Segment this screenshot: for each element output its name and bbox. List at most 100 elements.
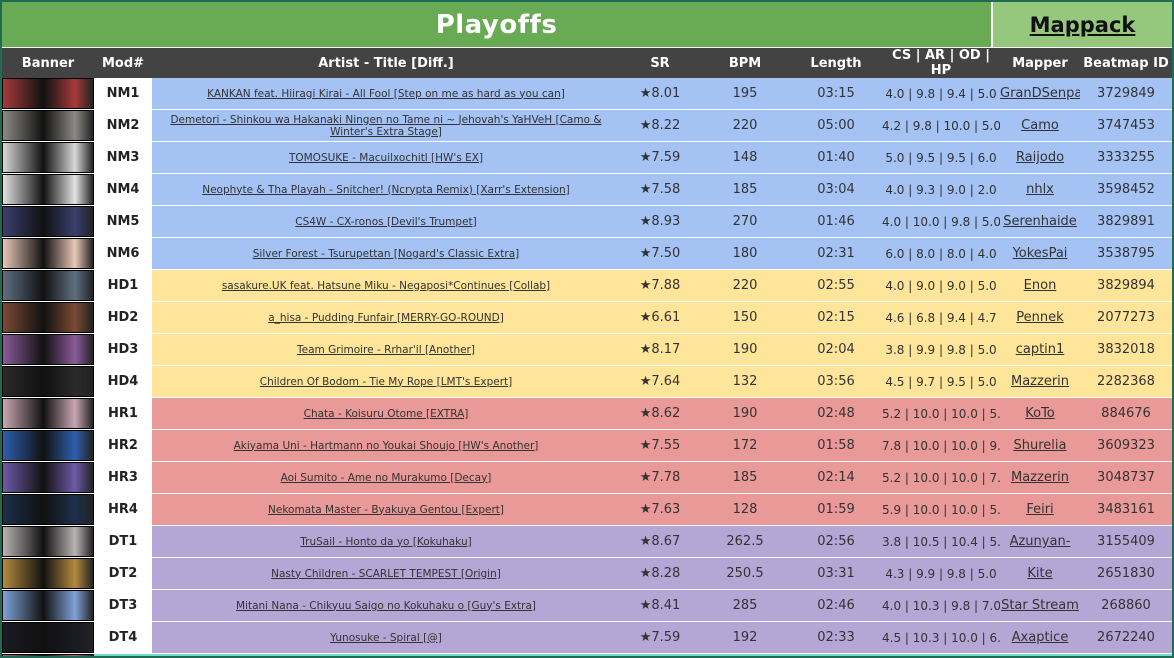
beatmap-id-cell: 3747453 — [1080, 109, 1172, 142]
bpm-cell: 285 — [700, 589, 790, 622]
mod-cell: HD2 — [94, 301, 152, 334]
table-header-row: Banner Mod# Artist - Title [Diff.] SR BP… — [2, 48, 1172, 78]
beatmap-id-cell: 3829891 — [1080, 205, 1172, 238]
mapper-cell: Enon — [1000, 269, 1080, 302]
mapper-link[interactable]: Star Stream — [1001, 598, 1079, 613]
bpm-cell: 200 — [700, 653, 790, 656]
stats-cell: 4.0 | 9.8 | 9.4 | 5.0 — [882, 78, 1000, 110]
mod-cell: HR1 — [94, 397, 152, 430]
mapper-link[interactable]: Serenhaide — [1003, 214, 1077, 229]
length-cell: 02:14 — [790, 461, 882, 494]
length-cell: 01:46 — [790, 205, 882, 238]
mapper-link[interactable]: Enon — [1023, 278, 1057, 293]
stats-cell: 5.9 | 10.0 | 10.0 | 5.6 — [882, 493, 1000, 526]
mapper-link[interactable]: KoTo — [1025, 406, 1055, 421]
beatmap-link[interactable]: Akiyama Uni - Hartmann no Youkai Shoujo … — [233, 439, 539, 452]
mapper-link[interactable]: captin1 — [1015, 342, 1065, 357]
beatmap-link[interactable]: Children Of Bodom - Tie My Rope [LMT's E… — [259, 375, 513, 388]
mapper-link[interactable]: Mazzerin — [1010, 470, 1070, 485]
mod-cell: HD1 — [94, 269, 152, 302]
beatmap-link[interactable]: Silver Forest - Tsurupettan [Nogard's Cl… — [252, 247, 520, 260]
table-row: NM1 KANKAN feat. Hiiragi Kirai - All Fool… — [2, 78, 1172, 110]
mapper-link[interactable]: Camo — [1021, 118, 1059, 133]
table-row: NM6 Silver Forest - Tsurupettan [Nogard's… — [2, 237, 1172, 270]
title-cell: Chata - Koisuru Otome [EXTRA] — [152, 397, 620, 430]
beatmap-id-cell: 3832018 — [1080, 333, 1172, 366]
sr-cell: ★7.88 — [620, 269, 700, 302]
mod-cell: NM3 — [94, 141, 152, 174]
mapper-link[interactable]: Feiri — [1026, 502, 1054, 517]
beatmap-link[interactable]: TOMOSUKE - Macuilxochitl [HW's EX] — [288, 151, 484, 164]
sr-cell: ★9.02 — [620, 653, 700, 656]
table-row: TBHino Isuka - Hajimari no tokei-to (ISK… — [2, 653, 1172, 656]
bpm-cell: 192 — [700, 621, 790, 654]
beatmap-link[interactable]: Neophyte & Tha Playah - Snitcher! (Ncryp… — [202, 183, 570, 196]
sr-cell: ★7.78 — [620, 461, 700, 494]
mapper-link[interactable]: Raijodo — [1015, 150, 1065, 165]
mapper-cell: Mazzerin — [1000, 461, 1080, 494]
beatmap-link[interactable]: Demetori - Shinkou wa Hakanaki Ningen no… — [170, 113, 602, 138]
stats-cell: 5.2 | 10.0 | 10.0 | 5.6 — [882, 397, 1000, 430]
sr-cell: ★8.17 — [620, 333, 700, 366]
beatmap-link[interactable]: Chata - Koisuru Otome [EXTRA] — [303, 407, 469, 420]
beatmap-link[interactable]: Yunosuke - Spiral [@] — [330, 631, 442, 644]
sr-cell: ★8.01 — [620, 78, 700, 110]
mod-cell: NM2 — [94, 109, 152, 142]
beatmap-link[interactable]: sasakure.UK feat. Hatsune Miku - Negapos… — [221, 279, 551, 292]
bpm-cell: 190 — [700, 397, 790, 430]
sr-cell: ★7.59 — [620, 621, 700, 654]
length-cell: 01:40 — [790, 141, 882, 174]
beatmap-link[interactable]: Nasty Children - SCARLET TEMPEST [Origin… — [271, 567, 501, 580]
stats-cell: 4.3 | 9.9 | 9.8 | 5.0 — [882, 557, 1000, 590]
beatmap-link[interactable]: TruSail - Honto da yo [Kokuhaku] — [300, 535, 472, 548]
banner-image — [3, 239, 93, 268]
beatmap-link[interactable]: a_hisa - Pudding Funfair [MERRY-GO-ROUND… — [268, 311, 504, 324]
mod-cell: HR4 — [94, 493, 152, 526]
banner-image — [3, 271, 93, 300]
banner-image — [3, 527, 93, 556]
mapper-link[interactable]: YokesPai — [1012, 246, 1068, 261]
banner-image — [3, 591, 93, 620]
mapper-cell: nhlx — [1000, 173, 1080, 206]
mapper-link[interactable]: GranDSenpai — [1000, 86, 1080, 101]
mapper-link[interactable]: nhlx — [1026, 182, 1054, 197]
beatmap-id-cell: 3832056 — [1080, 653, 1172, 656]
mapper-link[interactable]: Pennek — [1016, 310, 1064, 325]
banner-image — [3, 495, 93, 524]
length-cell: 02:48 — [790, 397, 882, 430]
beatmap-link[interactable]: Team Grimoire - Rrhar'il [Another] — [297, 343, 475, 356]
beatmap-link[interactable]: Mitani Nana - Chikyuu Saigo no Kokuhaku … — [235, 599, 537, 612]
mappool-table: Banner Mod# Artist - Title [Diff.] SR BP… — [2, 48, 1172, 656]
col-length: Length — [790, 48, 882, 78]
length-cell: 02:55 — [790, 269, 882, 302]
mapper-link[interactable]: Azunyan- — [1009, 534, 1071, 549]
mapper-link[interactable]: Mazzerin — [1010, 374, 1070, 389]
beatmap-link[interactable]: KANKAN feat. Hiiragi Kirai - All Fool [S… — [207, 87, 565, 100]
bpm-cell: 150 — [700, 301, 790, 334]
mapper-cell: Star Stream — [1000, 589, 1080, 622]
beatmap-id-cell: 2282368 — [1080, 365, 1172, 398]
beatmap-id-cell: 268860 — [1080, 589, 1172, 622]
beatmap-link[interactable]: CS4W - CX-ronos [Devil's Trumpet] — [295, 215, 477, 228]
mapper-cell: GranDSenpai — [1000, 78, 1080, 110]
mod-cell: NM1 — [94, 78, 152, 110]
col-mapper: Mapper — [1000, 48, 1080, 78]
beatmap-link[interactable]: Nekomata Master - Byakuya Gentou [Expert… — [268, 503, 504, 516]
mapper-cell: Tycani — [1000, 653, 1080, 656]
mod-cell: DT4 — [94, 621, 152, 654]
banner-image — [3, 175, 93, 204]
beatmap-link[interactable]: Aoi Sumito - Ame no Murakumo [Decay] — [280, 471, 492, 484]
bpm-cell: 190 — [700, 333, 790, 366]
title-cell: CS4W - CX-ronos [Devil's Trumpet] — [152, 205, 620, 238]
mappack-link[interactable]: Mappack — [1029, 12, 1136, 37]
mapper-link[interactable]: Kite — [1027, 566, 1053, 581]
stats-cell: 4.0 | 9.0 | 9.0 | 5.0 — [882, 269, 1000, 302]
bpm-cell: 185 — [700, 461, 790, 494]
sr-cell: ★8.62 — [620, 397, 700, 430]
sr-cell: ★8.41 — [620, 589, 700, 622]
mapper-link[interactable]: Axaptice — [1011, 630, 1069, 645]
mapper-link[interactable]: Shurelia — [1013, 438, 1067, 453]
beatmap-id-cell: 2672240 — [1080, 621, 1172, 654]
beatmap-id-cell: 3729849 — [1080, 78, 1172, 110]
beatmap-id-cell: 3598452 — [1080, 173, 1172, 206]
